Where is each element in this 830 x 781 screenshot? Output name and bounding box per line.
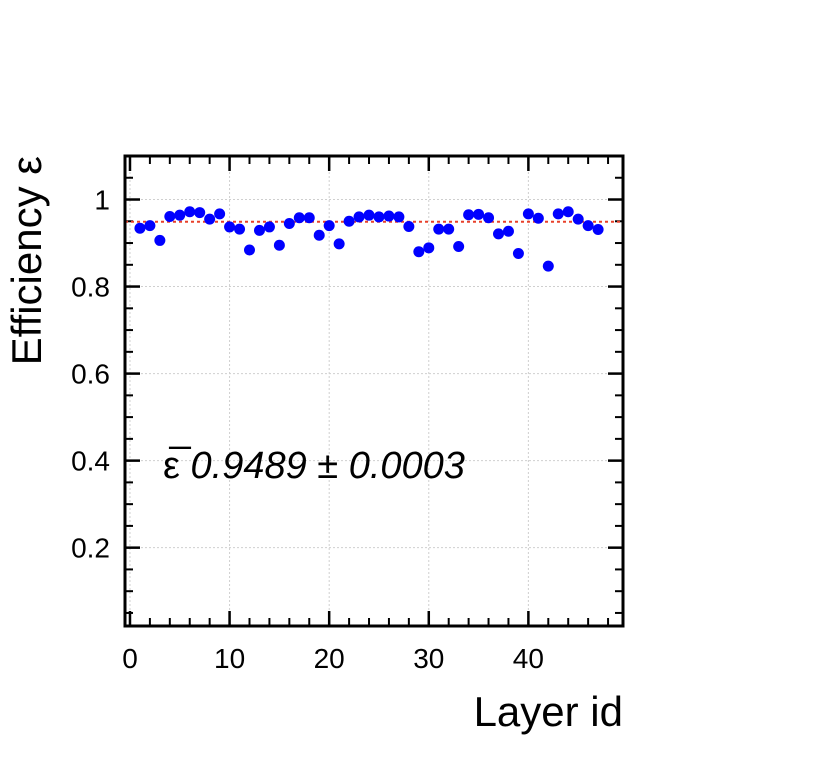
data-point: [283, 217, 295, 229]
data-point: [184, 206, 196, 218]
data-point: [164, 210, 176, 222]
data-point: [333, 238, 345, 250]
data-point: [483, 212, 495, 224]
data-point: [253, 224, 265, 236]
data-point: [512, 247, 524, 259]
data-point: [263, 221, 275, 233]
data-point: [174, 209, 186, 221]
data-point: [293, 212, 305, 224]
x-tick-label: 0: [122, 643, 138, 674]
x-axis-title: Layer id: [474, 688, 623, 735]
data-point: [463, 209, 475, 221]
data-point: [502, 225, 514, 237]
data-point: [373, 211, 385, 223]
grid: [125, 156, 623, 626]
major-ticks: [125, 156, 623, 626]
data-point: [473, 208, 485, 220]
data-point: [204, 213, 216, 225]
data-point: [423, 242, 435, 254]
data-point: [234, 223, 246, 235]
y-tick-label: 1: [94, 185, 110, 216]
minor-ticks: [125, 156, 623, 626]
data-point: [303, 212, 315, 224]
data-point: [532, 212, 544, 224]
data-point: [433, 223, 445, 235]
x-tick-label: 40: [513, 643, 544, 674]
data-point: [453, 241, 465, 253]
data-points: [134, 206, 604, 272]
data-point: [144, 220, 156, 232]
data-point: [562, 206, 574, 218]
y-tick-label: 0.6: [71, 359, 110, 390]
plot-frame: [123, 154, 625, 628]
y-tick-label: 0.2: [71, 533, 110, 564]
y-tick-label: 0.8: [71, 272, 110, 303]
data-point: [383, 210, 395, 222]
data-point: [552, 208, 564, 220]
data-point: [443, 223, 455, 235]
data-point: [592, 224, 604, 236]
data-point: [343, 215, 355, 227]
data-point: [493, 228, 504, 240]
mean-annotation: ε̅ 0.9489 ± 0.0003: [163, 445, 465, 487]
x-tick-label: 10: [214, 643, 245, 674]
data-point: [244, 244, 255, 256]
y-axis-title: Efficiency ε: [3, 156, 50, 365]
y-tick-label: 0.4: [71, 446, 110, 477]
data-point: [582, 220, 594, 232]
data-point: [224, 221, 236, 233]
data-point: [363, 209, 375, 221]
data-point: [323, 220, 335, 232]
data-point: [313, 229, 325, 241]
data-point: [154, 234, 166, 246]
data-point: [353, 211, 365, 223]
data-point: [273, 239, 285, 251]
data-point: [542, 260, 554, 272]
mean-value-text: 0.9489 ± 0.0003: [191, 445, 465, 487]
data-point: [413, 246, 425, 258]
data-point: [214, 208, 226, 220]
data-point: [134, 222, 146, 234]
x-tick-label: 30: [413, 643, 444, 674]
data-point: [522, 208, 534, 220]
y-tick-labels: 0.2 0.4 0.6 0.8 1: [71, 185, 110, 564]
data-point: [393, 211, 405, 223]
x-tick-labels: 0 10 20 30 40: [122, 643, 544, 674]
x-tick-label: 20: [314, 643, 345, 674]
data-point: [572, 213, 584, 225]
data-point: [403, 221, 415, 232]
data-point: [194, 207, 206, 219]
